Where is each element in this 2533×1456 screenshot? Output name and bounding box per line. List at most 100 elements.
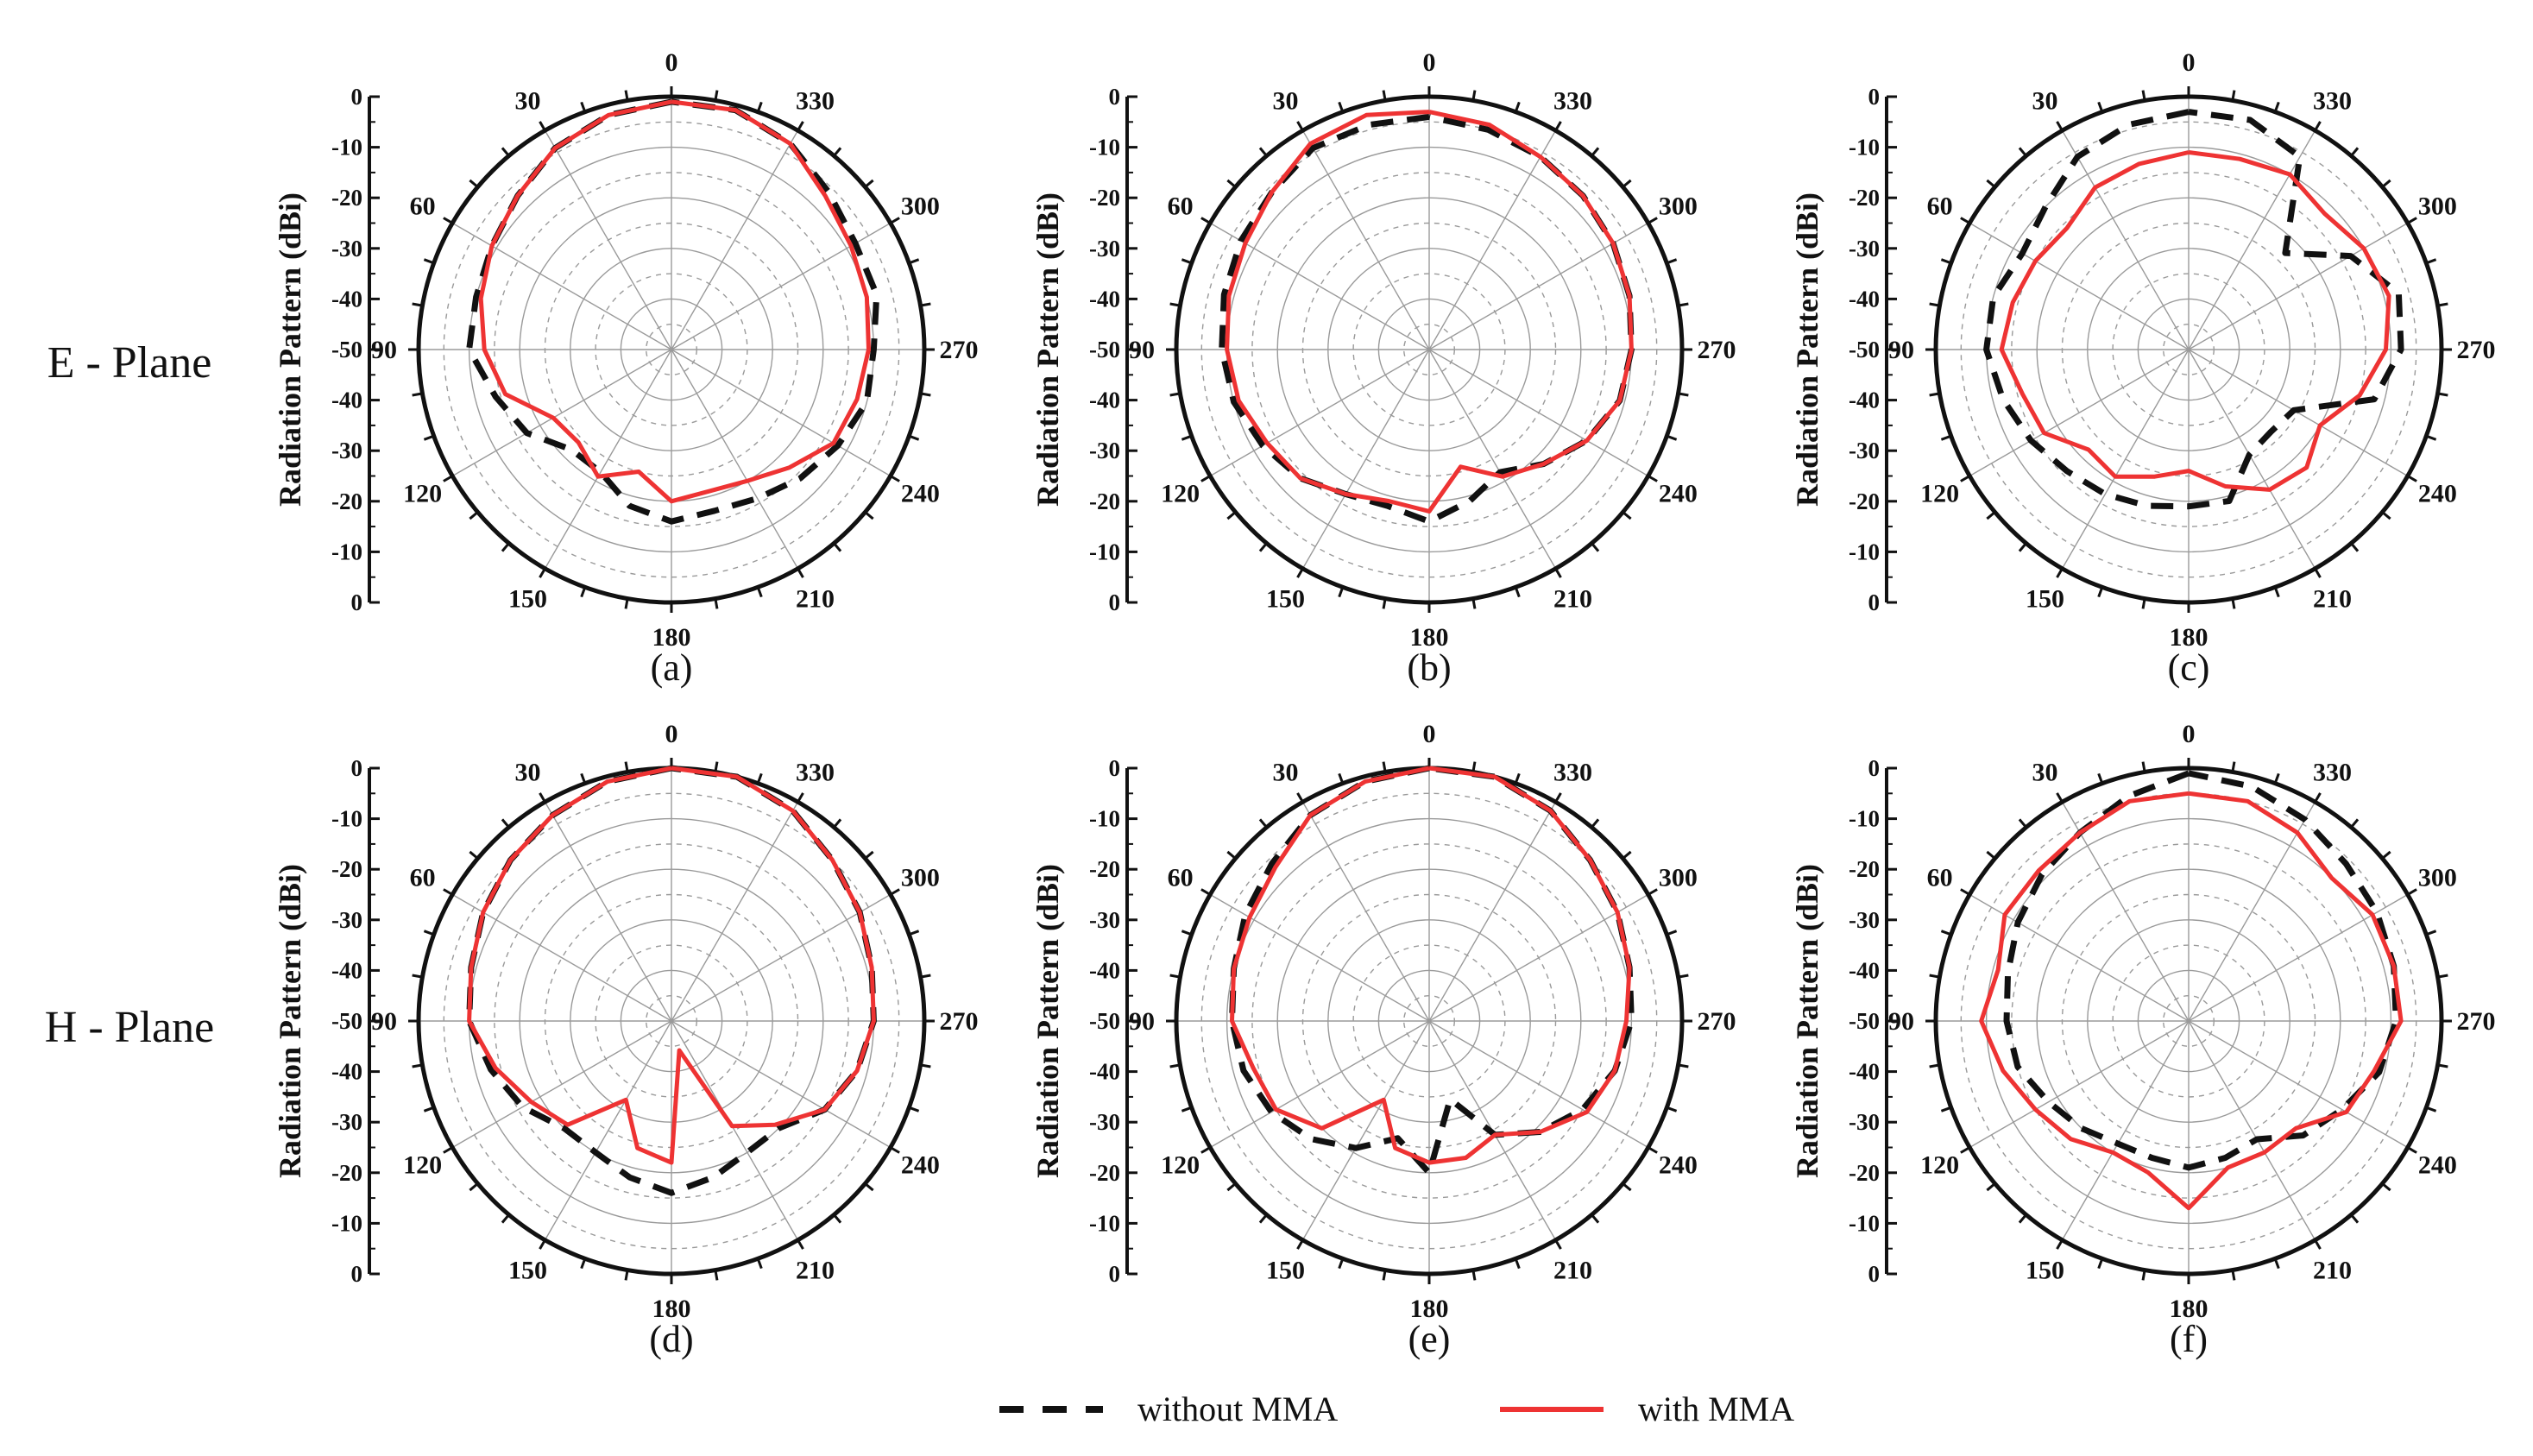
angle-label: 60 [410, 192, 436, 221]
ring-tick [1169, 302, 1181, 307]
ring-tick [624, 761, 629, 772]
ring-tick [1647, 217, 1658, 224]
ring-tick [469, 1182, 479, 1192]
ring-tick [1181, 434, 1193, 441]
ring-tick [539, 121, 546, 132]
ring-tick [423, 1106, 435, 1112]
scale-tick-label: -40 [1849, 286, 1880, 312]
scale-tick-label: -10 [1089, 135, 1120, 161]
ring-tick [2141, 1270, 2146, 1281]
scale-tick-label: -10 [1849, 1210, 1880, 1236]
series-with-mma-line [467, 766, 876, 1165]
ring-tick [1338, 586, 1345, 598]
grid-spoke [451, 222, 672, 350]
scale-tick-label: -30 [1849, 236, 1880, 262]
grid-spoke [1209, 1020, 1430, 1149]
angle-label: 180 [2170, 623, 2208, 652]
scale-tick-label: -30 [331, 1109, 362, 1135]
ring-tick [1591, 542, 1600, 552]
ring-tick [2141, 761, 2146, 772]
ring-tick [1929, 974, 1940, 979]
ring-tick [1622, 511, 1632, 520]
ring-tick [1169, 1063, 1181, 1068]
ring-tick [2314, 121, 2322, 132]
angle-label: 120 [403, 480, 442, 508]
ring-tick [1986, 850, 1996, 860]
ring-tick [714, 1270, 719, 1281]
panel-label: (c) [2168, 646, 2210, 689]
angle-label: 330 [796, 87, 835, 116]
ring-tick [1514, 101, 1521, 113]
ring-tick [580, 772, 587, 785]
grid-spoke [671, 1020, 892, 1149]
ring-tick [920, 302, 931, 307]
angle-label: 330 [2313, 759, 2352, 787]
y-axis-label: Radiation Pattern (dBi) [273, 864, 307, 1178]
ring-tick [2056, 567, 2064, 578]
grid-spoke [2188, 349, 2409, 477]
angle-label: 270 [940, 336, 979, 364]
ring-tick [1929, 392, 1940, 397]
grid-spoke [1428, 129, 1557, 350]
angle-label: 300 [1659, 864, 1698, 892]
angle-label: 330 [796, 759, 835, 787]
ring-tick [1258, 1213, 1268, 1224]
ring-tick [539, 792, 546, 804]
grid-spoke [2061, 1020, 2190, 1241]
grid-spoke [1428, 893, 1649, 1022]
angle-label: 180 [652, 1295, 691, 1323]
scale-tick-label: -40 [1089, 388, 1120, 413]
ring-tick [2425, 1106, 2437, 1112]
angle-label: 210 [796, 584, 835, 613]
grid-spoke [1428, 1020, 1649, 1149]
angle-label: 30 [2032, 759, 2058, 787]
ring-tick [412, 392, 423, 397]
y-axis-label: Radiation Pattern (dBi) [1030, 864, 1065, 1178]
scale-tick-label: -20 [1849, 488, 1880, 514]
ring-tick [2314, 567, 2322, 578]
ring-tick [2425, 930, 2437, 936]
scale-tick-label: -10 [1849, 806, 1880, 832]
ring-tick [1200, 475, 1212, 482]
grid-spoke [1301, 129, 1430, 350]
ring-tick [1181, 930, 1193, 936]
angle-label: 30 [2032, 87, 2058, 116]
y-axis-label: Radiation Pattern (dBi) [1030, 192, 1065, 507]
ring-tick [412, 974, 423, 979]
ring-tick [1554, 1239, 1562, 1250]
ring-tick [1296, 567, 1304, 578]
ring-tick [423, 434, 435, 441]
angle-label: 240 [1659, 1151, 1698, 1180]
ring-tick [2425, 258, 2437, 265]
angle-label: 300 [901, 864, 940, 892]
ring-tick [797, 567, 804, 578]
ring-tick [2056, 1239, 2064, 1250]
series-with-mma-line [1225, 110, 1634, 514]
polar-panel: 03060901201501802102402703003300-10-20-3… [1790, 48, 2496, 689]
angle-label: 330 [1553, 759, 1592, 787]
scale-tick-label: 0 [1868, 1261, 1881, 1287]
ring-tick [864, 179, 874, 188]
angle-label: 60 [1168, 192, 1194, 221]
ring-tick [1940, 258, 1952, 265]
scale-tick-label: -10 [1089, 1210, 1120, 1236]
ring-tick [1258, 147, 1268, 157]
panel-label: (f) [2170, 1318, 2208, 1360]
scale-tick-label: -30 [1089, 907, 1120, 933]
angle-label: 150 [1266, 1256, 1305, 1284]
ring-tick [1258, 818, 1268, 829]
polar-panel: 03060901201501802102402703003300-10-20-3… [1030, 720, 1736, 1360]
row-label: H - Plane [45, 1003, 214, 1052]
ring-tick [1338, 1257, 1345, 1270]
series-with-mma-line [1230, 766, 1632, 1165]
scale-tick-label: -50 [331, 1008, 362, 1034]
angle-label: 30 [1273, 87, 1299, 116]
ring-tick [1471, 598, 1477, 609]
angle-label: 240 [901, 1151, 940, 1180]
scale-tick-label: -50 [331, 337, 362, 362]
polar-panel: 03060901201501802102402703003300-10-20-3… [1790, 720, 2496, 1360]
ring-tick [580, 101, 587, 113]
ring-tick [443, 217, 454, 224]
angle-label: 0 [2183, 48, 2196, 77]
ring-tick [1940, 434, 1952, 441]
